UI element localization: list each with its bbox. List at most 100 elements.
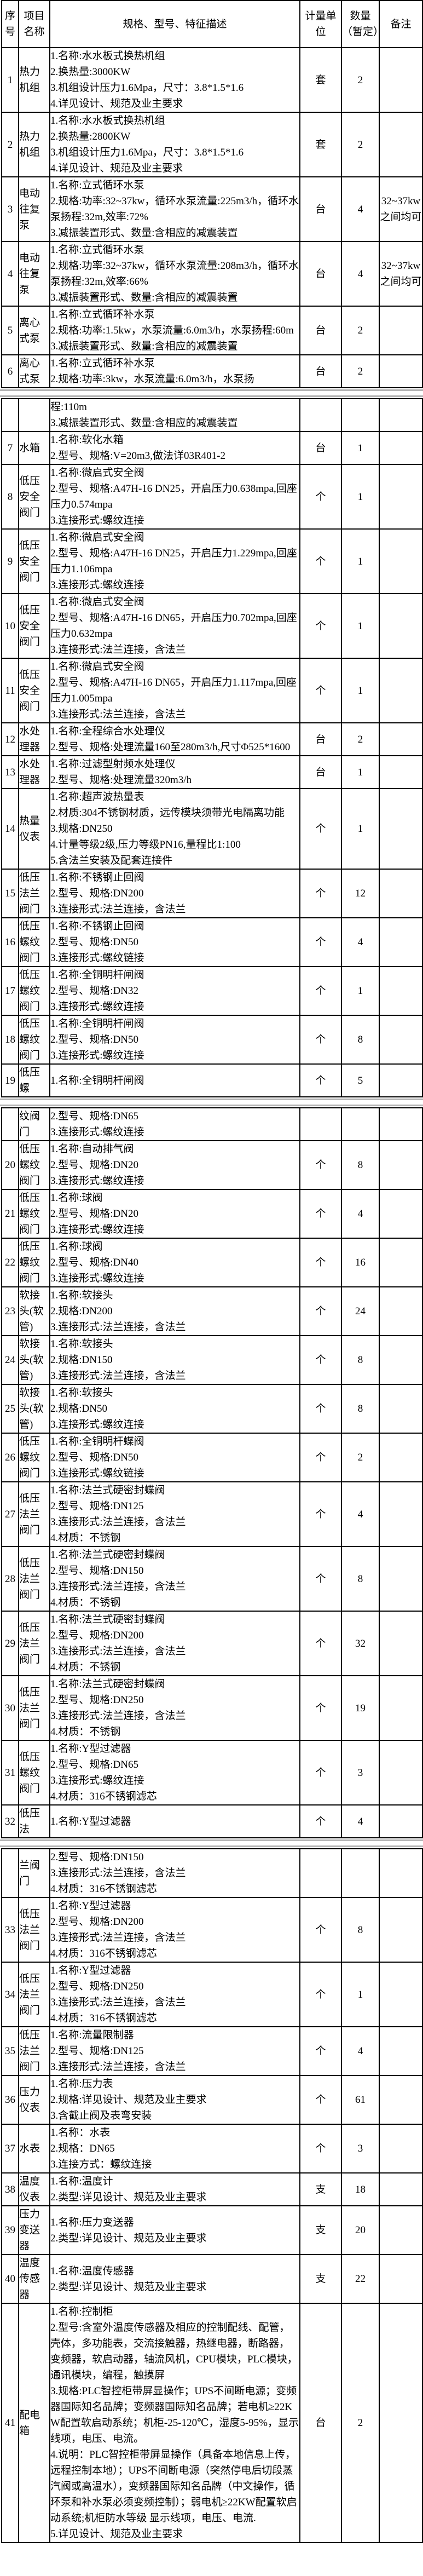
item-name-cell: 低压法兰阀门 xyxy=(18,1481,50,1547)
note-cell xyxy=(379,2172,423,2206)
note-cell xyxy=(379,1189,423,1239)
table-row: 5 离心式泵 1.名称:立式循环补水泵 2.规格:功率:1.5kw，水泵流量:6.0m… xyxy=(1,306,423,355)
item-name-cell: 低压螺纹阀门 xyxy=(18,917,50,967)
spec-description-cell: 1.名称:软接头 2.规格:DN150 3.连接形式:法兰连接，含法兰 xyxy=(49,1335,300,1385)
spec-line: 3.减振装置形式、数量:含相应的减震装置 xyxy=(50,417,238,429)
item-name-cell: 低压法兰阀门 xyxy=(18,1611,50,1676)
spec-description-cell: 1.名称:立式循环补水泵 2.规格:功率:3kw，水泵流量:6.0m3/h，水泵扬 xyxy=(49,354,300,388)
item-name-cell: 低压螺纹阀门 xyxy=(18,1740,50,1806)
spec-line: 3.连接形式:螺纹连接 xyxy=(50,515,144,526)
table-row: 22 低压螺纹阀门 1.名称:球阀 2.型号、规格:DN40 3.连接形式:螺纹连接 个 1… xyxy=(1,1238,423,1287)
row-number-cell: 18 xyxy=(1,1015,19,1065)
spec-line: 2.型号、规格:DN125 xyxy=(50,1500,144,1512)
quantity-cell: 4 xyxy=(341,917,380,967)
table-row: 6 离心式泵 1.名称:立式循环补水泵 2.规格:功率:3kw，水泵流量:6.0m3/… xyxy=(1,354,423,388)
unit-cell: 个 xyxy=(299,1675,342,1741)
item-name-cell: 低压螺纹阀门 xyxy=(18,1189,50,1239)
spec-line: 3.连接形式:法兰连接，含法兰 xyxy=(50,1321,186,1333)
table-row: 9 低压安全阀门 1.名称:微启式安全阀 2.型号、规格:A47H-16 DN25，开… xyxy=(1,528,423,594)
item-name-cell: 低压螺纹阀门 xyxy=(18,1015,50,1065)
table-row: 13 水处理器 1.名称:过滤型射频水处理仪 2.型号、规格:处理流量320m3/h 台… xyxy=(1,755,423,789)
row-number-cell: 29 xyxy=(1,1611,19,1676)
spec-line: 2.型号、规格:DN150 xyxy=(50,1565,144,1577)
spec-description-cell: 1.名称:立式循环水泵 2.规格:功率:32~37kw，循环水泵流量:208m3/… xyxy=(49,241,300,307)
spec-line: 1.名称:球阀 xyxy=(50,1241,103,1252)
spec-line: 1.名称:微启式安全阀 xyxy=(50,596,144,608)
note-cell xyxy=(379,2254,423,2304)
equipment-table-page-1: 序号项目名称规格、型号、特征描述计量单位数量（暂定）备注1热力机组1.名称:水水… xyxy=(1,0,423,388)
table-row: 21 低压螺纹阀门 1.名称:球阀 2.型号、规格:DN20 3.连接形式:螺纹连接 个 4 xyxy=(1,1189,423,1239)
spec-line: 5.详见设计、规范及业主要求 xyxy=(50,2528,183,2540)
unit-cell: 个 xyxy=(299,788,342,870)
item-name-cell: 低压法兰阀门 xyxy=(18,1675,50,1741)
spec-line: 3.连接形式:法兰连接，含法兰 xyxy=(50,1581,186,1592)
note-cell xyxy=(379,1962,423,2027)
quantity-cell: 16 xyxy=(341,1238,380,1287)
spec-line: 2.规格:DN50 xyxy=(50,1403,107,1415)
spec-line: 3.机组设计压力1.6Mpa，尺寸：3.8*1.5*1.6 xyxy=(50,82,244,94)
spec-line: 1.名称:全铜明杆闸阀 xyxy=(50,1018,144,1030)
note-cell xyxy=(379,1140,423,1190)
spec-description-cell: 1.名称:软化水箱 2.型号、规格:V=20m3,做法详03R401-2 xyxy=(49,431,300,465)
item-name-cell: 兰阀门 xyxy=(18,1848,50,1898)
unit-cell: 个 xyxy=(299,1063,342,1097)
unit-cell: 台 xyxy=(299,354,342,388)
spec-line: 1.名称:软化水箱 xyxy=(50,434,124,446)
spec-description-cell: 1.名称:压力变送器 2.类型:详见设计、规范及业主要求 xyxy=(49,2205,300,2255)
spec-description-cell: 程:110m 3.减振装置形式、数量:含相应的减震装置 xyxy=(49,398,300,432)
table-row: 32 低压法 1.名称:Y型过滤器 个 4 xyxy=(1,1804,423,1838)
row-number-cell: 24 xyxy=(1,1335,19,1385)
table-row: 24 软接头(软管) 1.名称:软接头 2.规格:DN150 3.连接形式:法兰连接，含… xyxy=(1,1335,423,1385)
quantity-cell: 20 xyxy=(341,2205,380,2255)
unit-cell: 个 xyxy=(299,917,342,967)
note-cell xyxy=(379,1107,423,1141)
table-row-continuation: 纹阀门 2.型号、规格:DN65 3.连接形式:螺纹连接 xyxy=(1,1107,423,1141)
spec-line: 3.连接形式:螺纹连接 xyxy=(50,579,144,591)
row-number-cell: 4 xyxy=(1,241,19,307)
table-row: 7 水箱 1.名称:软化水箱 2.型号、规格:V=20m3,做法详03R401-2 台 1 xyxy=(1,431,423,465)
spec-line: 2.型号、规格:DN150 xyxy=(50,1852,144,1863)
table-row: 37 水表 1.名称：水表 2.规格：DN65 3.连接方式：螺纹连接 个 3 xyxy=(1,2124,423,2174)
spec-line: 2.型号:含室外温度传感器及相应的控制配线、配管，壳体，多功能表，交流接触器，热… xyxy=(50,2322,298,2381)
spec-line: 1.名称:过滤型射频水处理仪 xyxy=(50,758,176,770)
table-row: 1 热力机组 1.名称:水水板式换热机组 2.换热量:3000KW 3.机组设计压力1.… xyxy=(1,47,423,113)
spec-description-cell: 1.名称:全铜明杆闸阀 2.型号、规格:DN50 3.连接形式:螺纹连接 xyxy=(49,1015,300,1065)
page-break-divider xyxy=(0,1839,423,1847)
item-name-cell: 水处理器 xyxy=(18,722,50,756)
spec-line: 1.名称:水水板式换热机组 xyxy=(50,50,165,62)
item-name-cell: 纹阀门 xyxy=(18,1107,50,1141)
spec-line: 2.规格:功率:32~37kw，循环水泵流量:225m3/h，循环水泵扬程:32… xyxy=(50,196,299,223)
item-name-cell: 低压安全阀门 xyxy=(18,528,50,594)
note-cell xyxy=(379,1238,423,1287)
spec-description-cell: 1.名称:微启式安全阀 2.型号、规格:A47H-16 DN25，开启压力0.63… xyxy=(49,464,300,530)
spec-line: 1.名称：水表 xyxy=(50,2127,111,2138)
unit-cell xyxy=(299,1107,342,1141)
spec-line: 1.名称:立式循环补水泵 xyxy=(50,309,155,320)
note-cell xyxy=(379,1063,423,1097)
spec-line: 2.换热量:3000KW xyxy=(50,66,131,78)
table-row: 40 温度传感器 1.名称:温度传感器 2.类型:详见设计、规范及业主要求 支 22 xyxy=(1,2254,423,2304)
spec-line: 2.型号、规格:A47H-16 DN25，开启压力1.229mpa,回座压力1.… xyxy=(50,548,297,575)
spec-line: 1.名称:温度计 xyxy=(50,2176,113,2187)
spec-line: 1.名称:超声波热量表 xyxy=(50,791,144,803)
table-row: 30 低压法兰阀门 1.名称:法兰式硬密封蝶阀 2.型号、规格:DN250 3.连接形式… xyxy=(1,1675,423,1741)
item-name-cell: 低压安全阀门 xyxy=(18,658,50,723)
row-number-cell: 35 xyxy=(1,2026,19,2076)
unit-cell: 个 xyxy=(299,1238,342,1287)
item-name-cell: 软接头(软管) xyxy=(18,1335,50,1385)
table-row: 4 电动往复泵 1.名称:立式循环水泵 2.规格:功率:32~37kw，循环水泵流量:… xyxy=(1,241,423,307)
spec-line: 4.材质：不锈钢 xyxy=(50,1597,121,1608)
note-cell xyxy=(379,917,423,967)
spec-line: 3.连接形式:螺纹链接 xyxy=(50,1468,144,1479)
spec-description-cell: 1.名称:压力表 2.规格:详见设计、规范及业主要求 3.含截止阀及表弯安装 xyxy=(49,2075,300,2125)
unit-cell: 个 xyxy=(299,1546,342,1612)
item-name-cell: 压力仪表 xyxy=(18,2075,50,2125)
note-cell xyxy=(379,1433,423,1482)
item-name-cell: 温度仪表 xyxy=(18,2172,50,2206)
spec-line: 2.型号、规格:DN20 xyxy=(50,1208,138,1220)
spec-line: 3.连接形式:螺纹链接 xyxy=(50,952,144,964)
header-cell-2: 规格、型号、特征描述 xyxy=(49,0,300,48)
spec-line: 2.型号、规格:DN65 xyxy=(50,1111,138,1122)
spec-line: 2.型号、规格:DN32 xyxy=(50,985,138,997)
